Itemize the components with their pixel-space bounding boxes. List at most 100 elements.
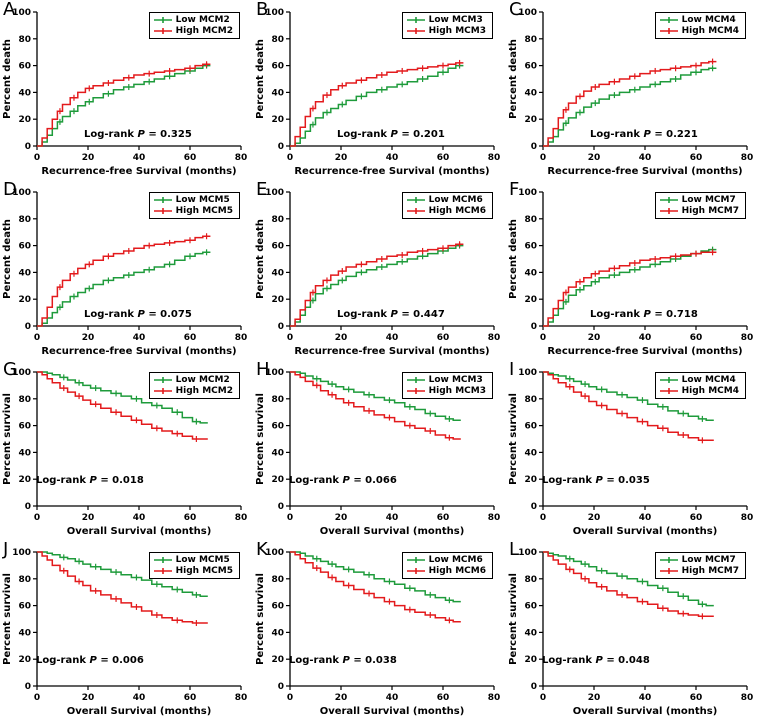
y-axis-label: Percent survival <box>508 573 519 665</box>
y-tick-label: 40 <box>18 268 31 278</box>
x-tick-label: 0 <box>540 513 546 523</box>
x-axis-label: Recurrence-free Survival (months) <box>294 346 489 357</box>
x-tick-label: 80 <box>488 153 501 163</box>
x-tick-label: 80 <box>235 333 248 343</box>
y-axis-label: Percent death <box>508 219 519 299</box>
km-plot: 0 20 40 60 80 0 20 40 60 80 100 Overall Survival (m… <box>255 368 500 537</box>
p-symbol: P <box>89 655 97 666</box>
y-tick-label: 20 <box>18 295 31 305</box>
y-tick-label: 80 <box>18 395 31 405</box>
logrank-pvalue: Log-rank P = 0.006 <box>36 655 144 666</box>
y-tick-label: 100 <box>265 188 284 198</box>
legend-item-high: High MCM5 <box>153 206 233 216</box>
y-tick-label: 0 <box>278 142 284 152</box>
legend-line-swatch-high <box>406 28 425 34</box>
km-curve <box>543 251 717 327</box>
km-panel: 0 20 40 60 80 0 20 40 60 80 100 Recurrence-free Sur… <box>0 0 253 180</box>
y-tick-label: 0 <box>278 502 284 512</box>
x-tick-label: 60 <box>437 333 450 343</box>
legend-line-swatch-low <box>406 377 425 383</box>
panel-letter: B <box>256 0 269 20</box>
p-symbol: P <box>89 475 97 486</box>
y-tick-label: 60 <box>524 242 537 252</box>
x-tick-label: 0 <box>287 513 293 523</box>
logrank-pvalue: Log-rank P = 0.718 <box>590 309 698 320</box>
y-axis-label: Percent death <box>508 39 519 119</box>
y-tick-label: 0 <box>25 502 31 512</box>
panel-letter: F <box>509 179 520 200</box>
y-tick-label: 60 <box>271 242 284 252</box>
y-tick-label: 100 <box>518 368 537 378</box>
legend-box: Low MCM2 High MCM2 <box>148 372 240 399</box>
y-tick-label: 40 <box>524 88 537 98</box>
p-value-text: = 0.201 <box>401 129 445 140</box>
x-tick-label: 40 <box>133 513 146 523</box>
panel-letter: G <box>3 359 17 380</box>
km-panel: 0 20 40 60 80 0 20 40 60 80 100 Overall Survival (m… <box>253 539 506 720</box>
y-tick-label: 40 <box>18 628 31 638</box>
legend-line-swatch-low <box>659 17 678 23</box>
legend-label-high: High MCM6 <box>428 566 486 576</box>
legend-item-low: Low MCM2 <box>153 375 233 385</box>
legend-line-swatch-low <box>659 557 678 563</box>
p-value-text: = 0.075 <box>148 309 192 320</box>
panel-letter: A <box>3 0 16 20</box>
x-tick-label: 20 <box>335 333 348 343</box>
legend-box: Low MCM7 High MCM7 <box>654 192 746 219</box>
y-axis-label: Percent survival <box>2 573 13 665</box>
legend-line-swatch-low <box>153 557 172 563</box>
legend-label-high: High MCM4 <box>681 26 739 36</box>
legend-line-swatch-low <box>406 17 425 23</box>
x-tick-label: 60 <box>690 693 703 703</box>
y-tick-label: 60 <box>18 422 31 432</box>
panel-letter: C <box>509 0 522 20</box>
legend-item-high: High MCM3 <box>406 26 486 36</box>
y-tick-label: 20 <box>271 295 284 305</box>
legend-item-high: High MCM6 <box>406 206 486 216</box>
y-tick-label: 40 <box>18 88 31 98</box>
legend-label-low: Low MCM2 <box>175 375 230 385</box>
legend-item-low: Low MCM6 <box>406 555 486 565</box>
legend-label-low: Low MCM5 <box>175 555 230 565</box>
logrank-pvalue: Log-rank P = 0.018 <box>36 475 144 486</box>
y-tick-label: 40 <box>524 448 537 458</box>
p-value-text: = 0.018 <box>100 475 144 486</box>
p-symbol: P <box>390 129 398 140</box>
legend-label-low: Low MCM6 <box>428 555 483 565</box>
legend-box: Low MCM6 High MCM6 <box>401 192 493 219</box>
legend-label-low: Low MCM5 <box>175 195 230 205</box>
logrank-prefix: Log-rank <box>289 475 339 486</box>
x-tick-label: 20 <box>82 333 95 343</box>
y-tick-label: 60 <box>271 422 284 432</box>
p-value-text: = 0.035 <box>606 475 650 486</box>
legend-label-high: High MCM4 <box>681 386 739 396</box>
p-value-text: = 0.006 <box>100 655 144 666</box>
x-axis-label: Overall Survival (months) <box>67 706 212 717</box>
km-panel: 0 20 40 60 80 0 20 40 60 80 100 Recurrence-free Sur… <box>253 179 506 360</box>
legend-label-low: Low MCM3 <box>428 15 483 25</box>
x-axis-label: Overall Survival (months) <box>573 526 718 537</box>
y-tick-label: 60 <box>524 62 537 72</box>
y-tick-label: 40 <box>524 628 537 638</box>
y-tick-label: 40 <box>524 268 537 278</box>
logrank-prefix: Log-rank <box>590 309 640 320</box>
legend-item-low: Low MCM5 <box>153 195 233 205</box>
p-value-text: = 0.221 <box>654 129 698 140</box>
x-tick-label: 80 <box>741 513 754 523</box>
x-tick-label: 80 <box>741 333 754 343</box>
panel-letter: K <box>256 539 268 560</box>
legend-label-high: High MCM2 <box>175 26 233 36</box>
legend-line-swatch-high <box>659 208 678 214</box>
km-panel: 0 20 40 60 80 0 20 40 60 80 100 Overall Survival (m… <box>253 359 506 540</box>
km-curve <box>37 371 208 424</box>
y-tick-label: 100 <box>12 8 31 18</box>
p-value-text: = 0.048 <box>606 655 650 666</box>
y-tick-label: 60 <box>271 602 284 612</box>
km-panel: 0 20 40 60 80 0 20 40 60 80 100 Recurrence-free Sur… <box>0 179 253 360</box>
x-tick-label: 0 <box>34 693 40 703</box>
p-symbol: P <box>595 655 603 666</box>
y-tick-label: 100 <box>265 548 284 558</box>
legend-label-high: High MCM5 <box>175 566 233 576</box>
x-tick-label: 0 <box>34 513 40 523</box>
panel-letter: L <box>509 539 520 560</box>
